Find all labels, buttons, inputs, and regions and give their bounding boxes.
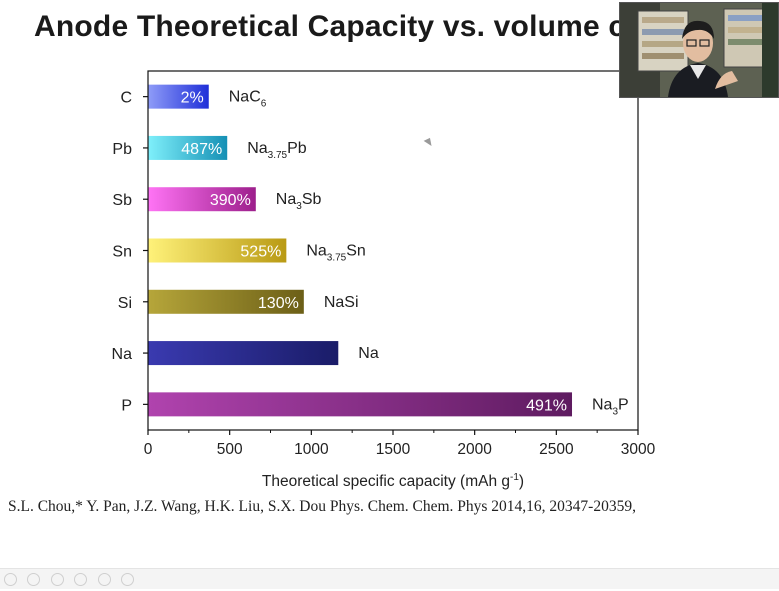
category-labels-layer: C Pb Sb Sn Si Na P	[112, 90, 133, 415]
webcam-illustration	[620, 3, 778, 97]
category-label: Pb	[112, 141, 132, 158]
category-label: Na	[112, 346, 133, 363]
bar-sn	[148, 238, 287, 263]
control-icon[interactable]	[50, 573, 64, 586]
bar-p	[148, 392, 573, 417]
phase-label: NaC6	[229, 89, 267, 110]
bar-c	[148, 84, 209, 109]
bar-sb	[148, 187, 256, 212]
phase-label: Na3.75Sn	[306, 243, 366, 264]
x-ticks-layer: 0 500 1000 1500 2000 2500 3000	[143, 96, 656, 458]
volume-expansion-label: 491%	[526, 397, 567, 414]
phase-label: Na	[358, 345, 379, 362]
volume-expansion-label: 525%	[240, 244, 281, 261]
category-label: C	[120, 90, 132, 107]
slide-title: Anode Theoretical Capacity vs. volume c	[34, 10, 626, 43]
x-tick-label: 0	[144, 441, 153, 458]
phase-label: Na3P	[592, 396, 629, 417]
control-icon[interactable]	[121, 573, 135, 586]
phase-label: Na3Sb	[276, 191, 322, 212]
player-controls-bar	[0, 568, 779, 589]
volume-expansion-label: 390%	[210, 192, 251, 209]
control-icon[interactable]	[97, 573, 111, 586]
phase-label: Na3.75Pb	[247, 140, 307, 161]
plot-frame	[147, 70, 639, 431]
x-tick-label: 1500	[376, 441, 411, 458]
control-icon[interactable]	[27, 573, 41, 586]
bar-si	[148, 289, 304, 314]
bar-pb	[148, 135, 228, 160]
citation-text: S.L. Chou,* Y. Pan, J.Z. Wang, H.K. Liu,…	[8, 498, 636, 515]
bar-labels-layer: 2% 487% 390% 525% 130% 491%	[181, 90, 567, 415]
bar-na	[148, 341, 339, 366]
x-tick-label: 500	[217, 441, 243, 458]
category-label: Sn	[112, 244, 132, 261]
volume-expansion-label: 130%	[258, 295, 299, 312]
x-tick-label: 2000	[457, 441, 492, 458]
control-icon[interactable]	[4, 573, 17, 586]
volume-expansion-label: 487%	[181, 141, 222, 158]
category-label: P	[121, 397, 132, 414]
phase-label: NaSi	[324, 294, 359, 311]
phase-labels-layer: NaC6 Na3.75Pb Na3Sb Na3.75Sn NaSi Na Na3P	[229, 89, 629, 418]
x-tick-label: 1000	[294, 441, 329, 458]
bars-layer	[148, 84, 573, 417]
x-tick-label: 3000	[621, 441, 656, 458]
category-label: Sb	[112, 192, 132, 209]
x-axis-label: Theoretical specific capacity (mAh g-1)	[262, 472, 524, 490]
category-label: Si	[118, 295, 132, 312]
x-tick-label: 2500	[539, 441, 574, 458]
volume-expansion-label: 2%	[181, 90, 204, 107]
presenter-webcam-icon	[619, 2, 779, 98]
control-icon[interactable]	[74, 573, 88, 586]
